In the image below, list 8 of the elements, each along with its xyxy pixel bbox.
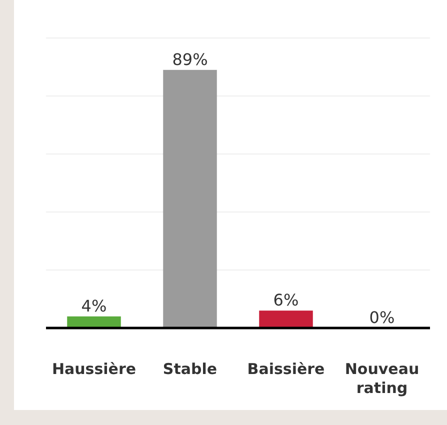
- x-tick-label: Stable: [162, 360, 218, 378]
- x-tick-label: Haussière: [52, 360, 136, 378]
- data-label: 6%: [273, 290, 299, 310]
- x-tick-label: Baissière: [247, 360, 325, 378]
- data-label: 0%: [369, 308, 395, 327]
- data-label: 4%: [81, 296, 107, 316]
- data-label: 89%: [172, 50, 208, 69]
- x-tick-label: Nouveau rating: [344, 360, 420, 397]
